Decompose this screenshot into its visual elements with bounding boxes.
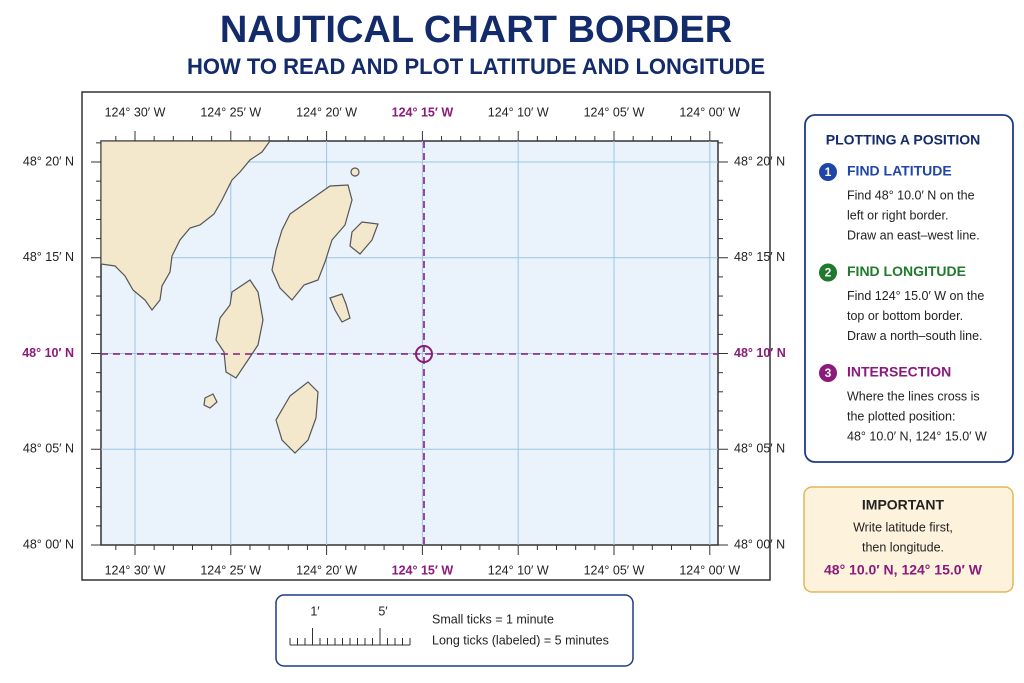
longitude-label: 124° 30′ W — [105, 105, 166, 119]
step-line: the plotted position: — [847, 409, 955, 423]
latitude-label: 48° 15′ N — [23, 250, 74, 264]
important-position: 48° 10.0′ N, 124° 15.0′ W — [824, 562, 983, 578]
plot-lines — [101, 141, 718, 545]
border-labels: 124° 30′ W 124° 30′ W 124° 25′ W 124° 25′ W… — [22, 105, 786, 577]
step-badge — [819, 163, 837, 181]
step-line: top or bottom border. — [847, 309, 963, 323]
steps: 1 FIND LATITUDE Find 48° 10.0′ N on the lef… — [819, 163, 987, 443]
important-line: then longitude. — [862, 540, 944, 554]
step-number: 2 — [825, 266, 832, 280]
step-badge — [819, 364, 837, 382]
panel-title: PLOTTING A POSITION — [826, 132, 981, 148]
latitude-label: 48° 10′ N — [734, 346, 786, 360]
step-line: 48° 10.0′ N, 124° 15.0′ W — [847, 429, 987, 443]
latitude-label: 48° 10′ N — [22, 346, 74, 360]
scale-label: 1′ — [310, 604, 320, 618]
latitude-label: 48° 00′ N — [23, 537, 74, 551]
important-title: IMPORTANT — [862, 497, 945, 513]
step-number: 1 — [825, 165, 832, 179]
legend-box — [275, 594, 634, 667]
longitude-label: 124° 20′ W — [296, 105, 357, 119]
island — [350, 167, 360, 177]
ticks — [91, 131, 728, 555]
longitude-label: 124° 05′ W — [584, 105, 645, 119]
step-heading: FIND LONGITUDE — [847, 263, 966, 279]
subtitle: HOW TO READ AND PLOT LATITUDE AND LONGIT… — [187, 54, 765, 79]
steps-panel — [804, 114, 1014, 463]
island — [271, 184, 353, 301]
plotted-position — [415, 345, 433, 363]
island — [329, 293, 351, 323]
longitude-label: 124° 05′ W — [584, 563, 645, 577]
latitude-label: 48° 05′ N — [734, 442, 785, 456]
longitude-label: 124° 25′ W — [200, 563, 261, 577]
scale-label: 5′ — [378, 604, 388, 618]
step-line: Draw an east–west line. — [847, 228, 980, 242]
important-line: Write latitude first, — [853, 520, 953, 534]
step-line: left or right border. — [847, 208, 948, 222]
island — [349, 221, 379, 255]
step-line: Find 48° 10.0′ N on the — [847, 188, 975, 202]
step-line: Draw a north–south line. — [847, 329, 983, 343]
latitude-label: 48° 00′ N — [734, 537, 785, 551]
longitude-label: 124° 15′ W — [392, 563, 454, 577]
longitude-label: 124° 00′ W — [679, 105, 740, 119]
title: NAUTICAL CHART BORDER — [220, 9, 732, 51]
island — [275, 381, 319, 454]
scale-ruler — [289, 628, 411, 646]
step-badge — [819, 263, 837, 282]
latitude-label: 48° 20′ N — [23, 154, 74, 168]
longitude-label: 124° 30′ W — [105, 563, 166, 577]
latitude-label: 48° 15′ N — [734, 250, 785, 264]
legend-line: Long ticks (labeled) = 5 minutes — [432, 633, 609, 647]
longitude-label: 124° 10′ W — [488, 563, 549, 577]
step-heading: FIND LATITUDE — [847, 163, 952, 179]
step-line: Where the lines cross is — [847, 389, 980, 403]
longitude-label: 124° 00′ W — [679, 563, 740, 577]
longitude-label: 124° 10′ W — [488, 105, 549, 119]
latitude-label: 48° 05′ N — [23, 442, 74, 456]
longitude-label: 124° 25′ W — [200, 105, 261, 119]
longitude-label: 124° 20′ W — [296, 563, 357, 577]
mainland — [100, 140, 272, 312]
island — [203, 393, 218, 409]
important-box — [803, 486, 1014, 593]
step-heading: INTERSECTION — [847, 364, 951, 380]
step-line: Find 124° 15.0′ W on the — [847, 289, 984, 303]
latitude-label: 48° 20′ N — [734, 154, 785, 168]
legend-line: Small ticks = 1 minute — [432, 612, 554, 626]
step-number: 3 — [825, 366, 832, 380]
longitude-label: 124° 15′ W — [392, 105, 454, 119]
